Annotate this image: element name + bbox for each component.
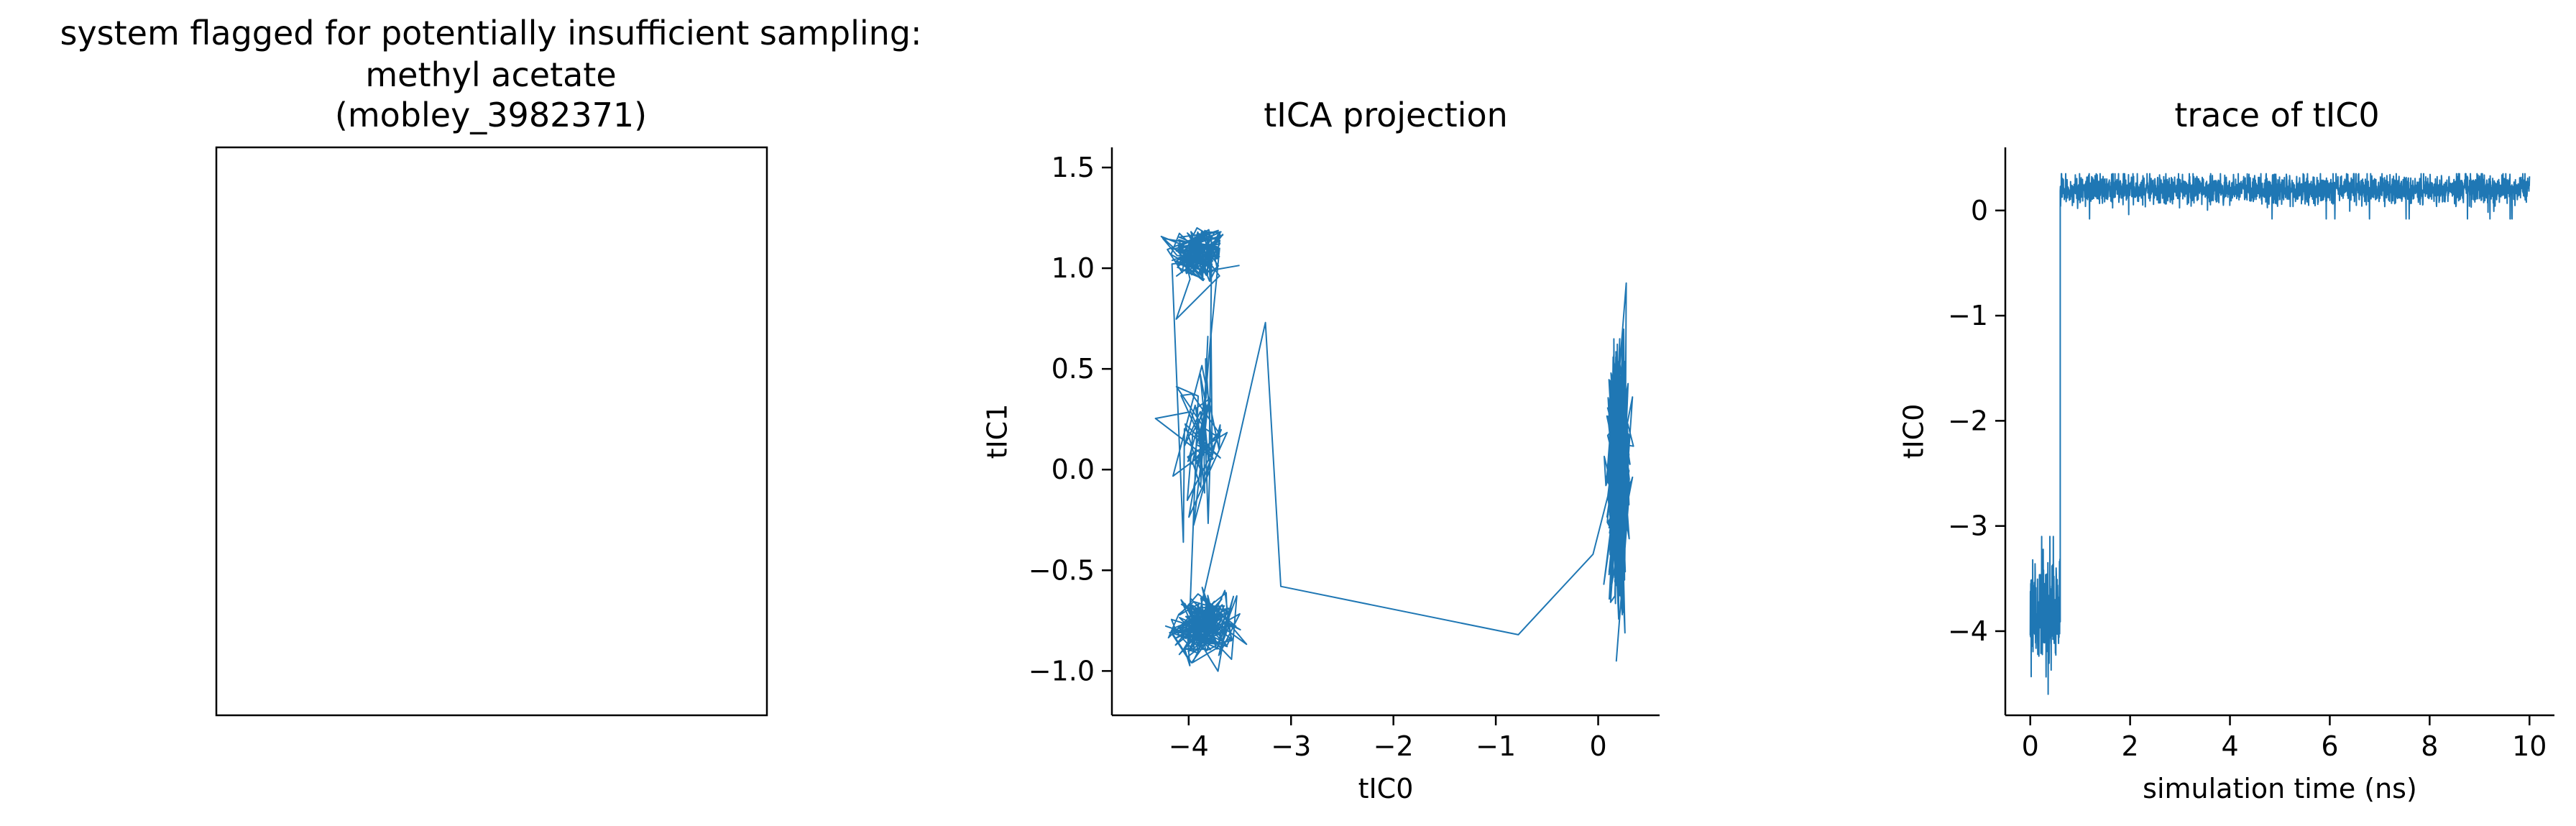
tica-y-axis-label: tIC1 <box>982 404 1013 459</box>
trace-title: trace of tIC0 <box>2174 96 2379 134</box>
trace-y-axis-label: tIC0 <box>1898 404 1930 459</box>
trace-x-tick-label: 2 <box>2122 730 2139 762</box>
structure-image-frame <box>215 146 768 717</box>
tica-y-ticks: −1.0 −0.5 0.0 0.5 1.0 1.5 <box>1029 152 1112 687</box>
tica-x-tick-label: −3 <box>1271 730 1311 762</box>
trace-x-tick-label: 4 <box>2221 730 2238 762</box>
tica-x-axis-label: tIC0 <box>1358 773 1414 804</box>
tica-series-layer <box>1154 227 1634 672</box>
trace-x-axis-label: simulation time (ns) <box>2143 773 2417 804</box>
tica-x-tick-label: 0 <box>1589 730 1606 762</box>
trace-y-tick-label: −4 <box>1948 615 1988 647</box>
structure-panel: system flagged for potentially insuffici… <box>60 14 922 717</box>
tica-x-ticks: −4 −3 −2 −1 0 <box>1169 715 1607 762</box>
tica-y-tick-label: −0.5 <box>1029 554 1095 586</box>
trace-x-tick-label: 0 <box>2022 730 2039 762</box>
trace-y-tick-label: −3 <box>1948 510 1988 542</box>
trace-x-tick-label: 8 <box>2421 730 2438 762</box>
structure-title-line-2: methyl acetate <box>365 55 616 94</box>
tica-y-tick-label: 0.0 <box>1052 454 1095 485</box>
tica-x-tick-label: −2 <box>1374 730 1414 762</box>
trace-y-tick-label: −2 <box>1948 405 1988 436</box>
tic0-trace-panel: trace of tIC0 0 2 4 6 8 10 −4 −3 −2 −1 0 simulati… <box>1898 96 2554 804</box>
tica-y-tick-label: −1.0 <box>1029 655 1095 687</box>
trace-x-ticks: 0 2 4 6 8 10 <box>2022 715 2547 762</box>
tica-y-tick-label: 1.5 <box>1052 152 1095 183</box>
tica-x-tick-label: −4 <box>1169 730 1209 762</box>
tica-title: tICA projection <box>1264 96 1508 134</box>
trace-timeseries-line <box>2029 173 2531 695</box>
trace-y-tick-label: 0 <box>1971 195 1988 226</box>
trace-x-tick-label: 10 <box>2512 730 2547 762</box>
tica-y-tick-label: 1.0 <box>1052 252 1095 284</box>
tica-x-tick-label: −1 <box>1476 730 1516 762</box>
tica-projection-panel: tICA projection −4 −3 −2 −1 0 −1.0 −0.5 0.0 0.5… <box>982 96 1660 804</box>
structure-title-line-1: system flagged for potentially insuffici… <box>60 14 921 52</box>
trace-y-tick-label: −1 <box>1948 300 1988 331</box>
tica-y-tick-label: 0.5 <box>1052 353 1095 385</box>
trace-x-tick-label: 6 <box>2321 730 2338 762</box>
trace-y-ticks: −4 −3 −2 −1 0 <box>1948 195 2005 647</box>
trace-series-layer <box>2029 173 2531 695</box>
structure-title-line-3: (mobley_3982371) <box>335 96 647 134</box>
tica-trajectory-line <box>1154 227 1634 672</box>
